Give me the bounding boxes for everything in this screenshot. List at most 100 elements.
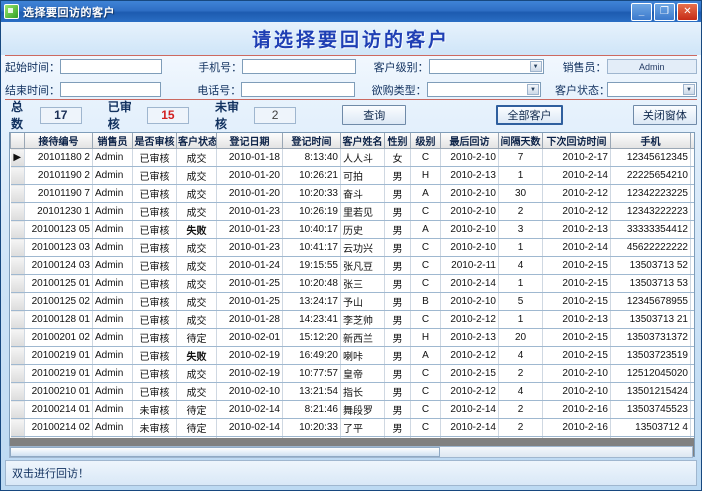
- end-time-input[interactable]: [60, 82, 162, 97]
- cell-register-time: 14:23:41: [282, 310, 341, 329]
- table-row[interactable]: 20100123 05 Admin 已审核 失败 2010-01-23 10:40:17 历…: [10, 220, 694, 239]
- maximize-icon[interactable]: ❐: [654, 2, 675, 21]
- table-row[interactable]: 20100128 01 Admin 已审核 成交 2010-01-28 14:23:41 李…: [10, 310, 694, 329]
- query-button[interactable]: 查询: [342, 105, 407, 125]
- table-row[interactable]: 20100124 03 Admin 已审核 成交 2010-01-24 19:15:55 张…: [10, 256, 694, 275]
- cell-register-time: 8:13:40: [282, 148, 341, 167]
- cell-customer-name: 喇咔: [340, 346, 385, 365]
- table-row[interactable]: 20100125 02 Admin 已审核 成交 2010-01-25 13:24:17 予…: [10, 292, 694, 311]
- cell-interval-days: 3: [498, 220, 543, 239]
- cell-sex: 男: [384, 364, 411, 383]
- cell-telephone: 13505713 94: [690, 274, 694, 293]
- col-mobile[interactable]: 手机: [610, 133, 691, 149]
- col-select[interactable]: [10, 133, 25, 149]
- cell-telephone: 23233233200: [690, 184, 694, 203]
- table-row[interactable]: 20101190 2 Admin 已审核 成交 2010-01-20 10:26:21 可拍…: [10, 166, 694, 185]
- table-row[interactable]: 20100201 02 Admin 已审核 待定 2010-02-01 15:12:20 新…: [10, 328, 694, 347]
- col-customer-name[interactable]: 客户姓名: [340, 133, 385, 149]
- telephone-input[interactable]: [241, 82, 355, 97]
- col-telephone[interactable]: 电话: [690, 133, 694, 149]
- level-select[interactable]: ▼: [428, 59, 544, 74]
- col-customer-status[interactable]: 客户状态: [176, 133, 217, 149]
- telephone-label: 电话号：: [197, 84, 242, 97]
- table-row[interactable]: 20100219 01 Admin 已审核 成交 2010-02-19 10:77:57 皇…: [10, 364, 694, 383]
- banner: 请选择要回访的客户: [1, 22, 701, 55]
- col-level[interactable]: 级别: [410, 133, 441, 149]
- col-register-time[interactable]: 登记时间: [282, 133, 341, 149]
- cell-customer-name: 奋斗: [340, 184, 385, 203]
- col-sex[interactable]: 性别: [384, 133, 411, 149]
- close-form-button[interactable]: 关闭窗体: [632, 105, 697, 125]
- cell-salesman: Admin: [92, 274, 133, 293]
- mobile-input[interactable]: [242, 59, 357, 74]
- cell-customer-status: 待定: [176, 400, 217, 419]
- buy-type-label: 欲购类型：: [371, 84, 427, 97]
- cell-customer-name: 舞段罗: [340, 400, 385, 419]
- horizontal-scrollbar[interactable]: [9, 446, 693, 458]
- cell-register-date: 2010-01-24: [216, 256, 283, 275]
- cell-customer-status: 待定: [176, 328, 217, 347]
- cell-audit: 已审核: [132, 364, 177, 383]
- all-customers-button[interactable]: 全部客户: [496, 105, 563, 125]
- customer-grid[interactable]: 接待编号 销售员 是否审核 客户状态 登记日期 登记时间 客户姓名 性别 级别 …: [9, 132, 695, 457]
- table-row[interactable]: 20101230 1 Admin 已审核 成交 2010-01-23 10:26:19 里若…: [10, 202, 694, 221]
- row-selector: [10, 166, 25, 185]
- cell-sex: 男: [384, 382, 411, 401]
- mobile-label: 手机号：: [198, 61, 243, 74]
- minimize-icon[interactable]: _: [631, 2, 652, 21]
- customer-status-select[interactable]: ▼: [606, 82, 697, 97]
- scrollbar-thumb[interactable]: [10, 447, 440, 457]
- cell-salesman: Admin: [92, 382, 133, 401]
- chevron-down-icon[interactable]: ▼: [526, 84, 539, 95]
- buy-type-select[interactable]: ▼: [426, 82, 541, 97]
- table-body: ▶ 20101180 2 Admin 已审核 成交 2010-01-18 8:13:40 人人…: [10, 148, 694, 455]
- table-row[interactable]: 20100210 01 Admin 已审核 成交 2010-02-10 13:21:54 指…: [10, 382, 694, 401]
- row-selector: [10, 346, 25, 365]
- col-reception-id[interactable]: 接待编号: [24, 133, 93, 149]
- cell-salesman: Admin: [92, 418, 133, 437]
- cell-sex: 男: [384, 310, 411, 329]
- table-row[interactable]: 20100214 01 Admin 未审核 待定 2010-02-14 8:21:46 舞段…: [10, 400, 694, 419]
- cell-mobile: 13503712 4: [610, 418, 691, 437]
- table-row[interactable]: 20100214 02 Admin 未审核 待定 2010-02-14 10:20:33 了…: [10, 418, 694, 437]
- cell-audit: 未审核: [132, 400, 177, 419]
- cell-customer-status: 成交: [176, 166, 217, 185]
- cell-mobile: 13503731372: [610, 328, 691, 347]
- table-row[interactable]: 20101190 7 Admin 已审核 成交 2010-01-20 10:20:33 奋斗…: [10, 184, 694, 203]
- table-row[interactable]: ▶ 20101180 2 Admin 已审核 成交 2010-01-18 8:13:40 人人…: [10, 148, 694, 167]
- col-last-visit[interactable]: 最后回访: [440, 133, 499, 149]
- cell-register-time: 16:49:20: [282, 346, 341, 365]
- col-interval-days[interactable]: 间隔天数: [498, 133, 543, 149]
- col-register-date[interactable]: 登记日期: [216, 133, 283, 149]
- close-icon[interactable]: ✕: [677, 2, 698, 21]
- cell-audit: 已审核: [132, 328, 177, 347]
- cell-next-visit: 2010-2-13: [542, 310, 611, 329]
- cell-interval-days: 2: [498, 400, 543, 419]
- col-salesman[interactable]: 销售员: [92, 133, 133, 149]
- table-row[interactable]: 20100125 01 Admin 已审核 成交 2010-01-25 10:20:48 张…: [10, 274, 694, 293]
- cell-interval-days: 30: [498, 184, 543, 203]
- cell-register-time: 15:12:20: [282, 328, 341, 347]
- row-selector: [10, 364, 25, 383]
- cell-last-visit: 2010-2-10: [440, 220, 499, 239]
- audited-value: 15: [146, 106, 189, 124]
- cell-level: H: [410, 328, 441, 347]
- chevron-down-icon[interactable]: ▼: [529, 61, 542, 72]
- table-row[interactable]: 20100219 01 Admin 已审核 失败 2010-02-19 16:49:20 喇…: [10, 346, 694, 365]
- cell-register-date: 2010-01-23: [216, 202, 283, 221]
- cell-next-visit: 2010-2-16: [542, 418, 611, 437]
- table-row[interactable]: 20100123 03 Admin 已审核 成交 2010-01-23 10:41:17 云…: [10, 238, 694, 257]
- chevron-down-icon[interactable]: ▼: [683, 84, 695, 95]
- cell-customer-status: 成交: [176, 310, 217, 329]
- col-audit[interactable]: 是否审核: [132, 133, 177, 149]
- cell-next-visit: 2010-2-13: [542, 220, 611, 239]
- cell-register-time: 10:26:21: [282, 166, 341, 185]
- cell-register-date: 2010-02-19: [216, 346, 283, 365]
- unaudited-label: 未审核: [214, 100, 239, 131]
- total-label: 总数: [11, 100, 24, 131]
- col-next-visit[interactable]: 下次回访时间: [542, 133, 611, 149]
- banner-divider: [5, 55, 697, 56]
- cell-reception-id: 20100123 03: [24, 238, 93, 257]
- cell-level: C: [410, 148, 441, 167]
- start-time-input[interactable]: [60, 59, 162, 74]
